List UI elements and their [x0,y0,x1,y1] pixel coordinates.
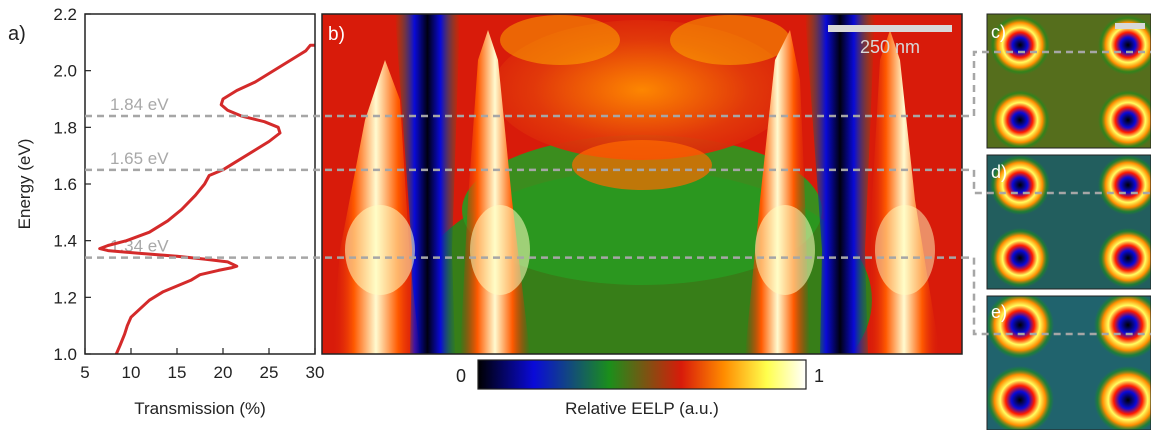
energy-guide-label: 1.84 eV [110,95,169,114]
hot-spot-1 [345,205,415,295]
map-c-frame [986,13,1151,149]
energy-guide-lines [85,50,1151,336]
panel-connector-line [962,168,1151,195]
scale-bar-label: 250 nm [860,37,920,57]
panel-d: d) [986,154,1151,290]
panel-a-guides: 1.84 eV1.65 eV1.34 eV [110,95,169,256]
panel-e: e) [986,295,1151,430]
panel-connector-line [962,256,1151,336]
y-axis-ticks: 1.0 1.2 1.4 1.6 1.8 2.0 2.2 [53,5,91,364]
x-tick-label: 25 [260,363,279,382]
map-e-disk-1 [987,296,1054,359]
x-tick-label: 10 [122,363,141,382]
panel-d-label: d) [991,162,1007,182]
x-axis-ticks: 5 10 15 20 25 30 [80,348,324,382]
map-c-image [987,14,1151,148]
hot-spot-4 [875,205,935,295]
map-c-scale-bar [1115,23,1145,29]
map-e-disk-4 [1094,366,1151,430]
y-tick-label: 1.6 [53,175,77,194]
panel-a-label: a) [8,23,26,45]
map-e-image [987,296,1151,430]
panel-a: a) 1.84 eV1.65 eV1.34 eV 1.01.21.41.61.8… [8,5,324,418]
map-d-frame [986,154,1151,290]
scale-bar [828,25,952,32]
warm-spot-right [670,15,790,65]
map-d-disk-4 [1098,228,1151,288]
map-c-disk-1 [990,15,1050,75]
y-tick-label: 1.8 [53,118,77,137]
x-tick-label: 15 [168,363,187,382]
y-tick-label: 2.0 [53,62,77,81]
panel-e-label: e) [991,302,1007,322]
panel-c: c) [986,13,1151,149]
y-tick-label: 1.0 [53,345,77,364]
green-band-mid [462,135,822,285]
map-c-disk-3 [990,90,1050,148]
x-axis-label: Transmission (%) [134,399,266,418]
panel-connector-line [962,50,1151,118]
panel-b-frame [321,13,963,355]
map-e-disk-2 [1094,296,1151,359]
x-tick-label: 20 [214,363,233,382]
energy-guide-label: 1.65 eV [110,149,169,168]
warm-region-center [572,140,712,190]
y-tick-label: 2.2 [53,5,77,24]
colorbar-label: Relative EELP (a.u.) [565,399,719,418]
warm-spot-left [500,15,620,65]
y-tick-label: 1.4 [53,232,77,251]
map-e-frame [986,295,1151,430]
panel-b: b) 250 nm 0 1 Relative EELP (a.u.) [321,13,963,418]
dark-column-right [805,14,875,354]
colorbar-max-label: 1 [814,366,824,386]
hot-spot-2 [470,205,530,295]
heatmap-image [322,14,962,354]
map-e-disk-3 [987,366,1054,430]
colorbar [477,359,807,390]
hot-spot-3 [755,205,815,295]
x-tick-label: 5 [80,363,89,382]
panel-c-label: c) [991,22,1006,42]
map-c-disk-4 [1098,90,1151,148]
map-d-disk-1 [990,155,1050,215]
map-d-image [987,155,1151,289]
transmission-curve [98,43,315,355]
map-d-disk-3 [990,228,1050,288]
map-c-disk-2 [1098,15,1151,75]
colorbar-min-label: 0 [456,366,466,386]
y-tick-label: 1.2 [53,288,77,307]
dark-column-left [395,14,460,354]
x-tick-label: 30 [306,363,325,382]
y-axis-label: Energy (eV) [15,139,34,230]
map-d-disk-2 [1098,155,1151,215]
panel-b-label: b) [328,24,345,45]
